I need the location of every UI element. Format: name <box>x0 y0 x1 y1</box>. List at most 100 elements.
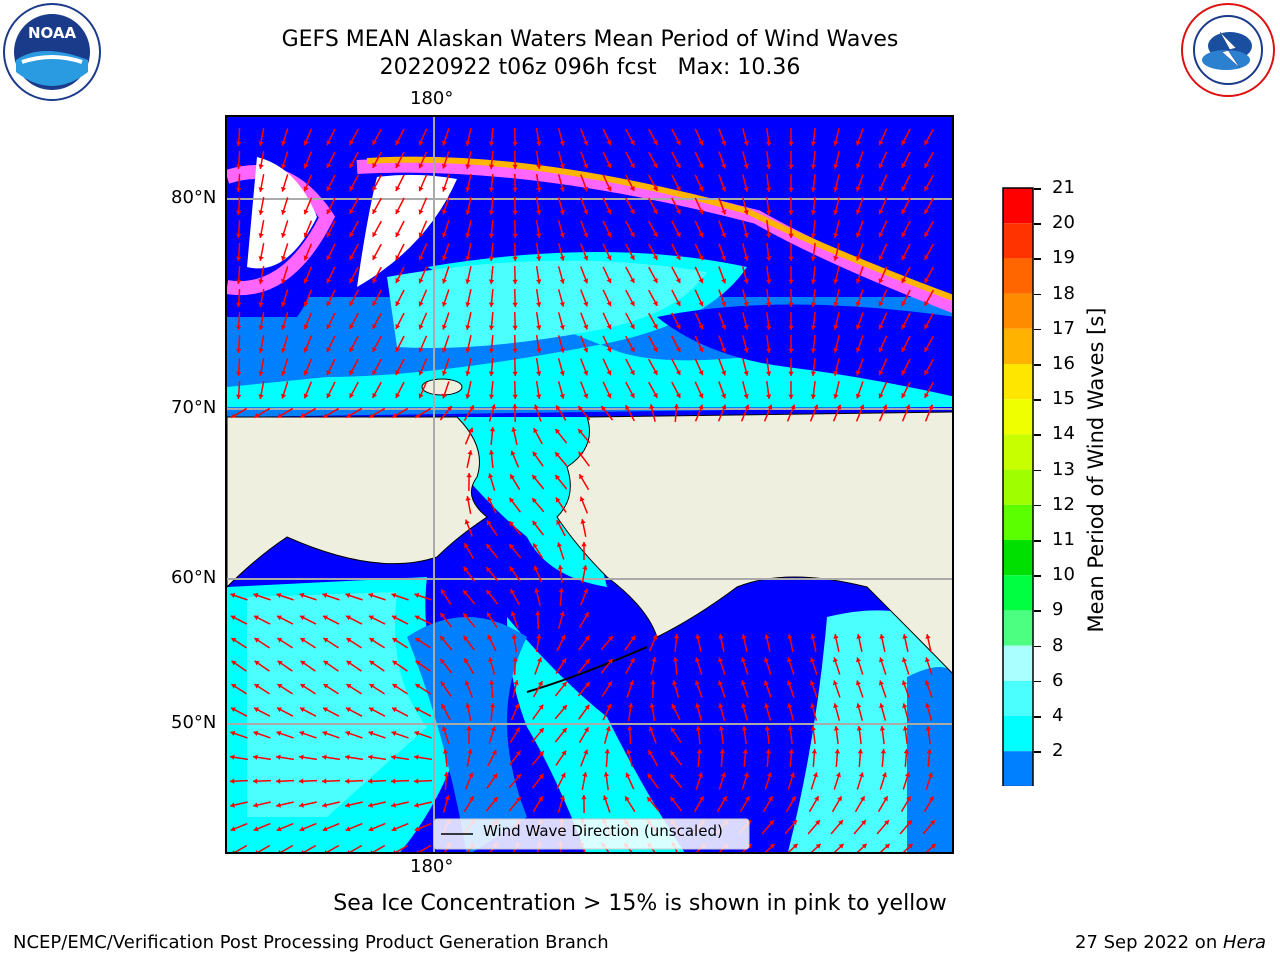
wind-wave-arrow-head <box>465 256 471 261</box>
wind-wave-arrow-head <box>372 162 378 168</box>
colorbar-segment <box>1003 364 1033 400</box>
wind-wave-arrow-head <box>698 209 704 215</box>
wind-wave-arrow-head <box>253 802 258 808</box>
wind-wave-arrow-head <box>811 749 818 754</box>
wind-wave-arrow-head <box>856 726 863 731</box>
wind-wave-arrow-head <box>465 164 471 169</box>
wind-wave-arrow-head <box>721 232 727 238</box>
wind-wave-arrow-head <box>743 301 749 307</box>
colorbar-tick-label: 20 <box>1052 212 1075 234</box>
wind-wave-arrow-head <box>809 680 815 686</box>
wind-wave-arrow-head <box>322 754 327 760</box>
wind-wave-arrow-head <box>856 634 862 639</box>
wind-wave-arrow-head <box>878 301 884 307</box>
colorbar-tick-mark <box>1034 258 1041 260</box>
footer-left: NCEP/EMC/Verification Post Processing Pr… <box>13 932 609 953</box>
colorbar-segment <box>1003 258 1033 294</box>
wind-wave-arrow-head <box>512 164 518 169</box>
wind-wave-arrow-head <box>765 164 772 169</box>
wind-wave-arrow-head <box>765 394 772 399</box>
wind-wave-arrow-head <box>562 705 567 711</box>
wind-wave-arrow-head <box>230 802 235 808</box>
colorbar-tick-mark <box>1034 293 1041 296</box>
wind-wave-arrow-head <box>512 187 518 192</box>
wind-wave-arrow-head <box>255 850 258 852</box>
wind-wave-arrow-head <box>349 185 355 191</box>
wind-wave-arrow-head <box>465 141 471 146</box>
wind-wave-arrow-head <box>395 232 401 238</box>
wind-wave-arrow-head <box>675 300 681 306</box>
ocean-gulf-dark <box>702 587 847 852</box>
wind-wave-arrow-head <box>416 850 419 852</box>
colorbar-tick-label: 8 <box>1052 634 1064 656</box>
wind-wave-arrow-head <box>559 393 565 399</box>
colorbar-tick-mark <box>1034 716 1041 718</box>
wind-wave-arrow-head <box>278 850 281 852</box>
wind-wave-arrow-head <box>721 163 727 169</box>
wind-wave-arrow-head <box>833 726 840 731</box>
wind-wave-arrow-head <box>721 370 727 376</box>
land-alaska <box>556 411 952 674</box>
wind-wave-arrow-head <box>675 231 681 237</box>
wind-wave-arrow-head <box>510 474 515 480</box>
wind-wave-arrow <box>348 844 363 852</box>
sea-ice-white <box>247 157 457 287</box>
wind-wave-arrow-head <box>561 658 566 664</box>
wind-wave-arrow-head <box>281 163 287 169</box>
wind-wave-arrow-head <box>696 749 703 754</box>
wind-wave-arrow-head <box>299 730 305 736</box>
wind-wave-arrow-head <box>323 413 329 418</box>
wind-wave-arrow-head <box>769 820 774 826</box>
wind-wave-arrow-head <box>647 773 653 779</box>
ice-edge-orange <box>366 156 952 301</box>
wind-wave-arrow-head <box>322 778 327 784</box>
wind-wave-arrow-head <box>326 209 332 215</box>
wind-wave-arrow-head <box>855 163 861 169</box>
wind-wave-arrow-head <box>514 703 520 709</box>
wind-wave-arrow-head <box>814 796 819 802</box>
wind-wave-arrow-head <box>463 635 469 641</box>
wind-wave-arrow-head <box>515 797 521 802</box>
wind-wave-arrow-head <box>418 163 424 169</box>
wind-wave-arrow-head <box>418 209 424 215</box>
wind-wave-arrow-head <box>629 162 635 168</box>
wind-wave-arrow-head <box>510 589 516 595</box>
wind-wave-arrow-head <box>769 843 775 849</box>
wind-wave-arrow-head <box>441 278 448 284</box>
wind-wave-arrow-head <box>538 728 544 734</box>
wind-wave-arrow-head <box>490 404 496 410</box>
wind-wave-arrow-head <box>559 347 565 353</box>
wind-wave-arrow-head <box>883 796 888 802</box>
wind-wave-arrow-head <box>349 277 355 283</box>
wind-wave-arrow-head <box>536 141 542 146</box>
wind-wave-arrow-head <box>833 394 839 399</box>
wind-wave-arrow-head <box>652 208 658 214</box>
wind-wave-arrow-head <box>372 139 378 145</box>
wind-wave-arrow-head <box>559 209 565 215</box>
wind-wave-arrow-head <box>743 347 749 353</box>
wind-wave-arrow-head <box>652 323 658 329</box>
wind-wave-arrow-head <box>745 796 750 802</box>
wind-wave-arrow-head <box>901 232 907 237</box>
wind-wave-arrow-head <box>349 346 355 352</box>
wind-wave-arrow-head <box>904 772 910 778</box>
wind-wave-arrow-head <box>924 231 930 237</box>
wind-wave-arrow-head <box>878 140 884 146</box>
wind-wave-arrow-head <box>392 660 398 666</box>
wind-wave-arrow-head <box>629 208 635 214</box>
colorbar-segment <box>1003 540 1033 576</box>
wind-wave-arrow-head <box>671 703 677 709</box>
wind-wave-arrow-head <box>468 772 474 778</box>
wind-wave-arrow-head <box>584 704 590 710</box>
wind-wave-arrow-head <box>744 404 750 410</box>
wind-wave-arrow-head <box>446 406 452 411</box>
wind-wave-arrow-head <box>720 772 726 778</box>
colorbar-segment <box>1003 188 1033 224</box>
wind-wave-arrow-head <box>369 638 375 643</box>
wind-wave-arrow-head <box>929 796 934 802</box>
wind-wave-arrow-head <box>443 772 450 777</box>
wind-wave-arrow-head <box>536 256 542 261</box>
wind-wave-arrow-head <box>515 750 521 756</box>
wind-wave-arrow-head <box>670 796 676 802</box>
wind-wave-arrow-head <box>532 520 538 526</box>
